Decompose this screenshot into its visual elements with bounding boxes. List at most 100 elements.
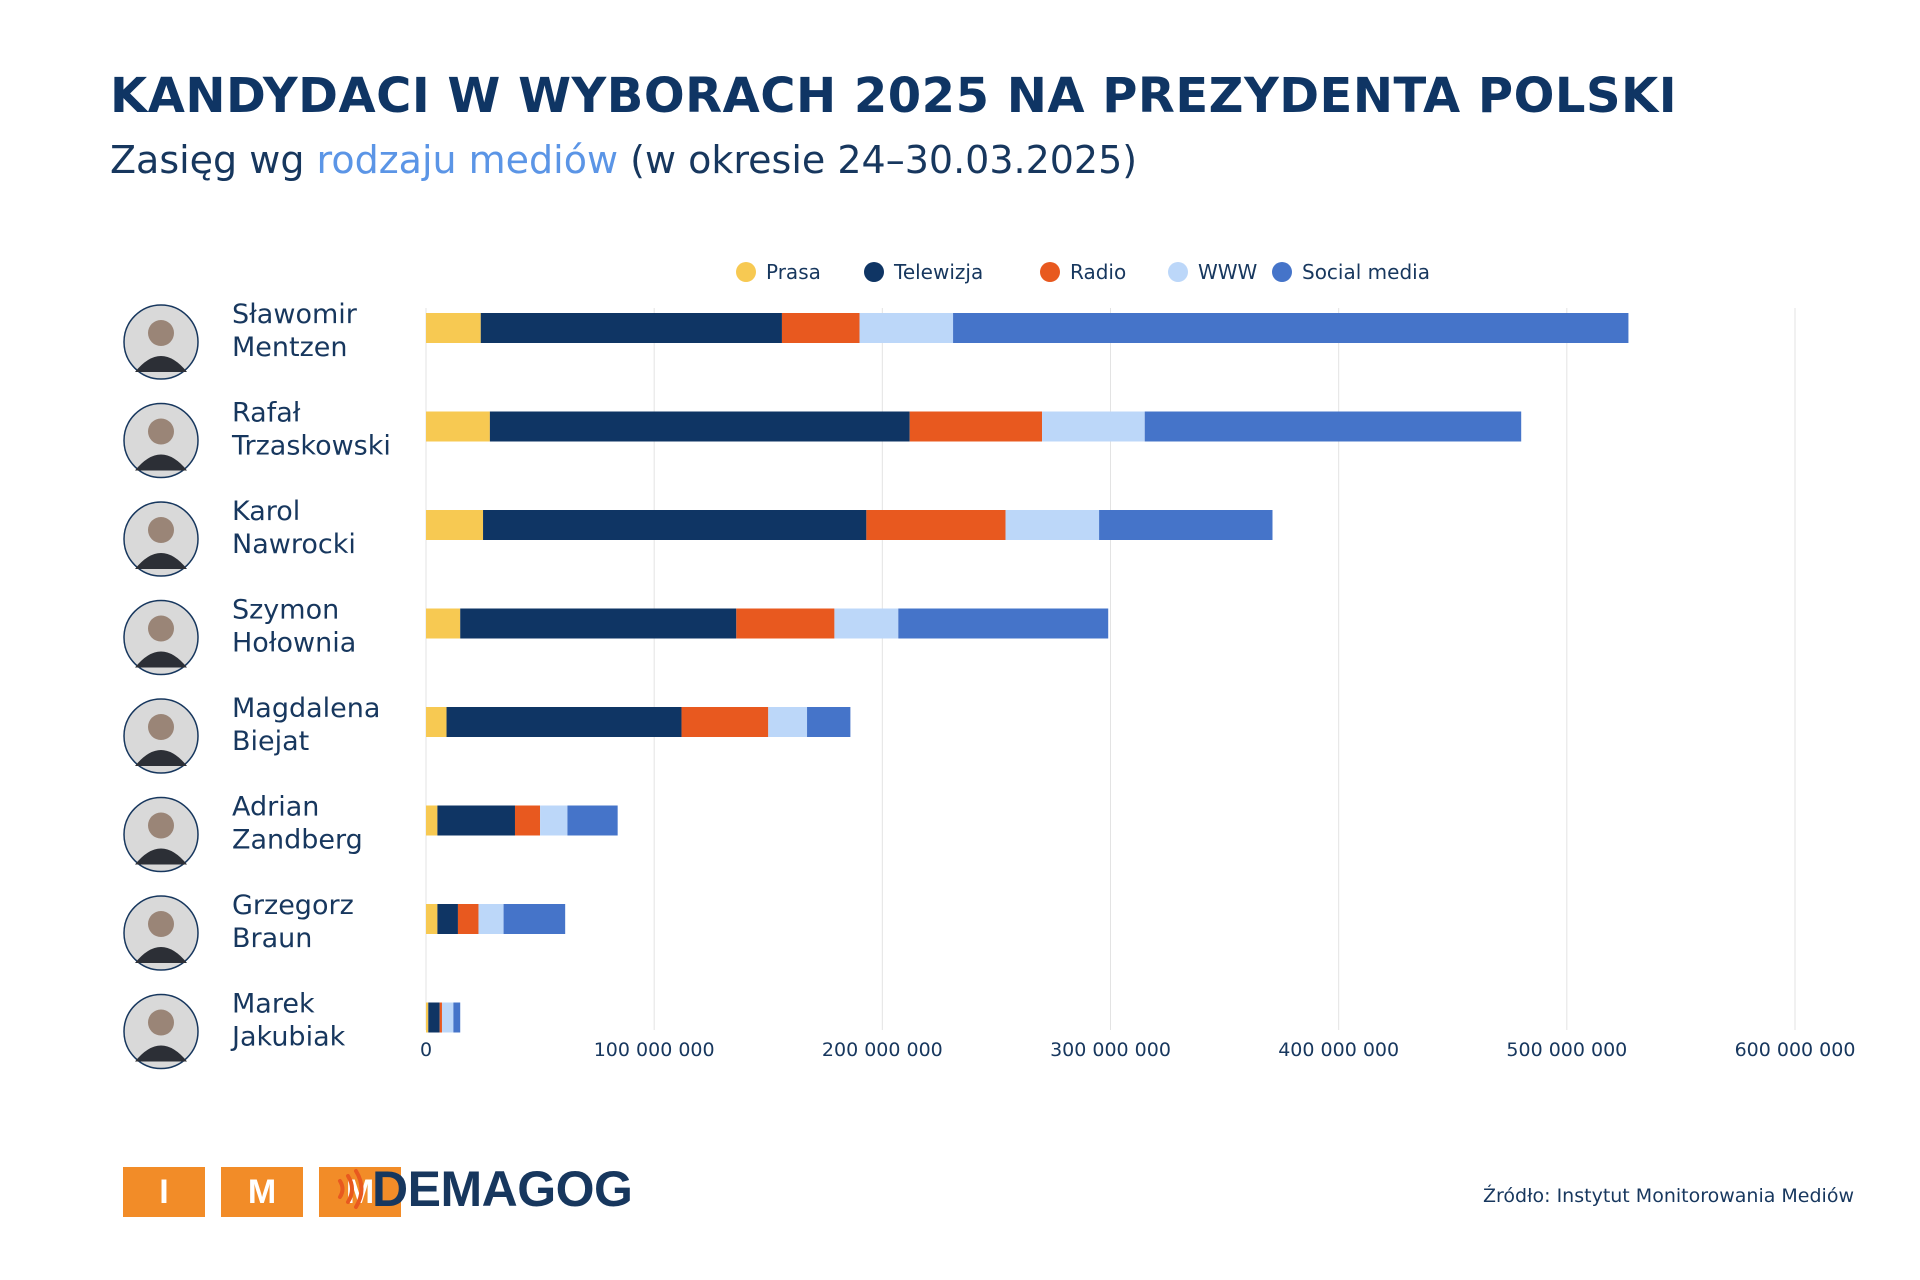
candidate-name-line: Jakubiak	[230, 1022, 346, 1053]
subtitle-highlight: rodzaju mediów	[316, 138, 619, 182]
candidate-name-line: Hołownia	[232, 628, 356, 659]
imm-logo-letter: M	[221, 1167, 303, 1217]
bar-segment-social-media	[503, 904, 566, 934]
bar-segment-social-media	[1144, 411, 1522, 442]
demagog-logo: DEMAGOG	[334, 1160, 633, 1218]
bar-segment-prasa	[426, 313, 481, 343]
bar-segment-prasa	[426, 510, 484, 540]
candidate-name: Szymon Hołownia	[232, 595, 356, 659]
x-tick-label: 100 000 000	[594, 1039, 715, 1061]
candidate-name-line: Nawrocki	[232, 529, 356, 560]
candidate-name-line: Biejat	[232, 726, 309, 757]
x-tick-label: 200 000 000	[822, 1039, 943, 1061]
candidate-avatar	[123, 402, 199, 479]
candidate-name: Grzegorz Braun	[232, 890, 354, 954]
avatar-body	[135, 454, 187, 471]
candidate-name-line: Magdalena	[232, 693, 380, 724]
bar-segment-www	[441, 1002, 454, 1033]
legend-swatch	[1040, 262, 1060, 282]
bar-segment-radio	[681, 707, 769, 737]
bar-segment-www	[859, 313, 954, 343]
bar-segment-prasa	[426, 904, 438, 934]
x-tick-label: 400 000 000	[1278, 1039, 1399, 1061]
legend-label: Social media	[1302, 260, 1430, 284]
bar-segment-www	[540, 805, 568, 836]
candidate-avatar	[123, 796, 199, 873]
avatar-head	[148, 1009, 174, 1036]
candidate-name: Adrian Zandberg	[232, 792, 363, 856]
chart-subtitle: Zasięg wg rodzaju mediów (w okresie 24–3…	[110, 138, 1137, 182]
x-tick-label: 0	[420, 1039, 432, 1061]
avatar-body	[135, 848, 187, 865]
candidate-avatar	[123, 698, 199, 774]
avatar-body	[135, 750, 187, 766]
legend-item: Prasa	[736, 260, 821, 284]
demagog-logo-text: DEMAGOG	[372, 1161, 633, 1217]
legend-item: WWW	[1168, 260, 1258, 284]
avatar-head	[148, 615, 174, 642]
candidate-name-line: Adrian	[232, 792, 319, 823]
bar-segment-social-media	[898, 608, 1109, 639]
legend-swatch	[1272, 262, 1292, 282]
avatar-head	[148, 911, 174, 937]
candidate-name-line: Karol	[232, 496, 300, 527]
candidate-name-line: Zandberg	[232, 825, 363, 856]
legend-label: Telewizja	[893, 260, 983, 284]
bar-segment-prasa	[426, 1002, 429, 1033]
bar-segment-www	[768, 707, 808, 737]
bar-segment-prasa	[426, 411, 490, 442]
source-note: Źródło: Instytut Monitorowania Mediów	[1483, 1185, 1854, 1207]
bar-segment-prasa	[426, 608, 461, 639]
candidate-name-line: Trzaskowski	[231, 431, 391, 462]
legend-item: Social media	[1272, 260, 1430, 284]
bar-segment-social-media	[1099, 510, 1273, 540]
bar-segment-telewizja	[483, 510, 867, 540]
bar-segment-social-media	[807, 707, 851, 737]
bar-segment-radio	[736, 608, 835, 639]
bar-segment-telewizja	[446, 707, 682, 737]
candidate-name: Marek Jakubiak	[230, 989, 346, 1053]
bar-segment-www	[834, 608, 899, 639]
avatar-body	[135, 651, 187, 668]
bar-segment-telewizja	[428, 1002, 440, 1033]
avatar-body	[135, 947, 187, 963]
candidate-name-line: Rafał	[232, 398, 301, 429]
legend-swatch	[736, 262, 756, 282]
imm-logo-letter: I	[123, 1167, 205, 1217]
chart-title: KANDYDACI W WYBORACH 2025 NA PREZYDENTA …	[110, 68, 1678, 124]
candidate-avatar	[123, 304, 199, 380]
bar-segment-radio	[909, 411, 1043, 442]
legend-label: WWW	[1198, 260, 1258, 284]
bar-segment-radio	[457, 904, 479, 934]
bar-segment-radio	[514, 805, 541, 836]
subtitle-prefix: Zasięg wg	[110, 138, 317, 182]
stacked-bar-chart: 0 100 000 000 200 000 000 300 000 000 400 00…	[123, 260, 1856, 1070]
candidate-avatar	[123, 993, 199, 1070]
candidate-name-line: Braun	[232, 923, 312, 954]
candidate-name: Rafał Trzaskowski	[231, 398, 391, 462]
bar-segment-social-media	[953, 313, 1629, 343]
bar-segment-radio	[439, 1002, 442, 1033]
avatar-head	[148, 418, 174, 445]
bar-segment-telewizja	[489, 411, 910, 442]
candidate-name-line: Szymon	[232, 595, 339, 626]
subtitle-suffix: (w okresie 24–30.03.2025)	[618, 138, 1138, 182]
bar-segment-telewizja	[437, 904, 458, 934]
candidate-avatar	[123, 599, 199, 676]
bar-segment-prasa	[426, 707, 447, 737]
candidate-name-line: Mentzen	[232, 332, 348, 363]
x-tick-label: 500 000 000	[1506, 1039, 1627, 1061]
bar-segment-social-media	[453, 1002, 461, 1033]
bar-segment-telewizja	[480, 313, 782, 343]
candidate-avatar	[123, 501, 199, 577]
avatar-head	[148, 812, 174, 839]
avatar-head	[148, 714, 174, 740]
bar-segment-social-media	[567, 805, 618, 836]
candidate-name-line: Grzegorz	[232, 890, 354, 921]
bar-segment-radio	[866, 510, 1006, 540]
avatar-body	[135, 356, 187, 372]
x-tick-label: 600 000 000	[1735, 1039, 1856, 1061]
bar-segment-www	[1042, 411, 1145, 442]
avatar-head	[148, 517, 174, 543]
candidate-name-line: Sławomir	[232, 299, 358, 330]
